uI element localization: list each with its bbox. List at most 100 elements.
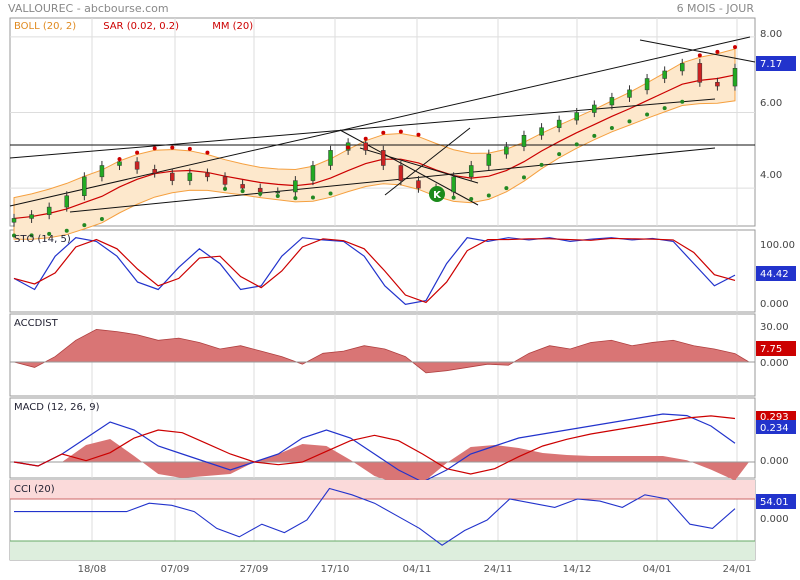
candle-body <box>451 176 456 193</box>
candle-body <box>609 97 615 106</box>
candle-body <box>328 150 333 166</box>
candle-body <box>539 127 544 136</box>
sar-dot <box>275 193 280 198</box>
sar-dot <box>170 145 175 150</box>
trend-line <box>384 127 471 196</box>
candle-body <box>662 70 667 79</box>
cci-overbought-zone <box>10 480 755 499</box>
macd-histogram <box>14 439 749 484</box>
candle-body <box>11 218 17 223</box>
cci-line <box>14 487 736 546</box>
candle-body <box>504 146 509 155</box>
macd-signal-value: 0.293 <box>760 412 789 423</box>
sar-dot <box>346 145 351 150</box>
macd-title: MACD (12, 26, 9) <box>14 402 100 413</box>
x-tick-label: 18/08 <box>78 564 107 575</box>
y-tick-label: 30.00 <box>760 322 789 333</box>
sar-dot <box>504 186 509 191</box>
trend-line <box>69 147 716 213</box>
candle-body <box>732 68 738 87</box>
trend-line <box>339 129 479 206</box>
sar-dot <box>469 197 474 202</box>
sar-dot <box>363 136 368 141</box>
candle-body <box>381 150 386 166</box>
sar-dot <box>328 191 333 196</box>
candle-body <box>521 134 527 147</box>
cci-title: CCI (20) <box>14 484 55 495</box>
candle-body <box>574 112 579 121</box>
legend-item: MM (20) <box>212 21 253 32</box>
moving-average-line <box>13 74 736 220</box>
accdist-title: ACCDIST <box>14 318 59 329</box>
x-tick-label: 27/09 <box>240 564 269 575</box>
candle-body <box>468 165 474 178</box>
legend-item: SAR (0.02, 0.2) <box>103 21 179 32</box>
sar-dot <box>416 132 421 137</box>
sar-dot <box>310 195 315 200</box>
y-tick-label: 100.00 <box>760 240 795 251</box>
sar-dot <box>64 228 69 233</box>
sar-dot <box>47 231 52 236</box>
sar-dot <box>99 217 104 222</box>
sar-dot <box>381 130 386 135</box>
sar-dot <box>398 129 403 134</box>
cci-last-tag <box>756 494 796 509</box>
signal-line <box>13 415 736 475</box>
sto-d-line <box>13 237 736 304</box>
chart-period: 6 MOIS - JOUR <box>676 2 754 15</box>
sar-dot <box>29 233 34 238</box>
candle-body <box>486 153 492 166</box>
candle-body <box>715 82 720 87</box>
x-tick-label: 04/11 <box>403 564 432 575</box>
x-tick-label: 24/11 <box>484 564 513 575</box>
sar-dot <box>733 45 737 50</box>
candle-body <box>134 161 140 170</box>
sto-title: STO (14, 5) <box>14 234 71 245</box>
sar-dot <box>205 150 210 155</box>
candle-body <box>222 176 228 185</box>
candle-body <box>275 191 281 194</box>
x-tick-label: 24/01 <box>723 564 752 575</box>
candle-body <box>592 104 597 113</box>
candle-body <box>117 161 122 166</box>
candle-body <box>644 78 650 91</box>
candle-body <box>46 206 52 215</box>
sto-last-tag <box>756 266 796 281</box>
sar-dot <box>645 112 650 117</box>
last-price-tag <box>756 56 796 71</box>
candle-body <box>293 180 298 193</box>
x-tick-label: 07/09 <box>161 564 190 575</box>
sar-dot <box>240 189 245 194</box>
sar-dot <box>293 196 298 201</box>
sar-dot <box>82 223 87 228</box>
accdist-area <box>13 329 751 374</box>
sar-dot <box>627 119 632 124</box>
sar-dot <box>152 146 157 151</box>
candle-body <box>99 165 105 178</box>
sar-dot <box>715 49 720 54</box>
sar-dot <box>574 142 579 147</box>
cci-last-value: 54.01 <box>760 497 789 508</box>
x-tick-label: 14/12 <box>563 564 592 575</box>
macd-signal-tag <box>756 411 796 422</box>
sar-dot <box>609 125 614 130</box>
candle-body <box>205 172 210 178</box>
candle-body <box>152 169 157 174</box>
chart-header: VALLOUREC - abcbourse.com 6 MOIS - JOUR <box>0 0 800 18</box>
x-tick-label: 17/10 <box>321 564 350 575</box>
sar-dot <box>135 150 140 155</box>
x-tick-label: 04/01 <box>643 564 672 575</box>
k-marker <box>429 186 445 202</box>
panel-frame <box>9 313 756 397</box>
candle-body <box>398 165 404 181</box>
candle-body <box>170 172 175 181</box>
y-tick-label: 6.00 <box>760 98 782 109</box>
accdist-last-value: 7.75 <box>760 344 782 355</box>
cci-oversold-zone <box>10 541 755 560</box>
sar-dot <box>680 99 685 104</box>
accdist-last-tag <box>756 341 796 356</box>
k-marker-label: K <box>433 190 442 201</box>
sar-dot <box>451 195 456 200</box>
sar-dot <box>539 162 544 167</box>
candle-body <box>556 119 562 128</box>
